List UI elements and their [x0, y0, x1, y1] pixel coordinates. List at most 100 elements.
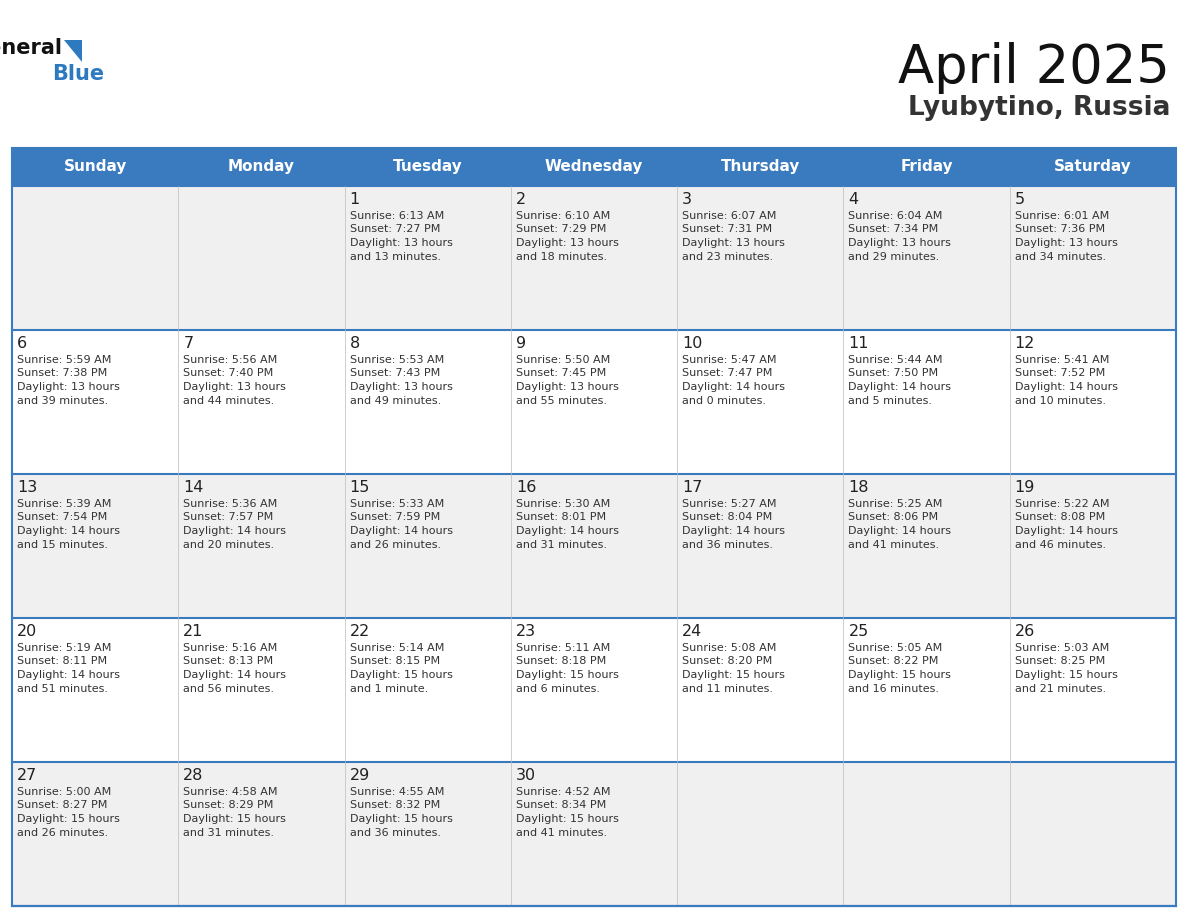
Text: Sunset: 7:38 PM: Sunset: 7:38 PM — [17, 368, 107, 378]
Text: Sunrise: 6:01 AM: Sunrise: 6:01 AM — [1015, 211, 1108, 221]
Text: Daylight: 14 hours: Daylight: 14 hours — [1015, 526, 1118, 536]
Bar — [345, 148, 511, 186]
Text: Daylight: 15 hours: Daylight: 15 hours — [516, 814, 619, 824]
Bar — [1010, 186, 1176, 330]
Text: 22: 22 — [349, 624, 369, 639]
Text: 5: 5 — [1015, 192, 1025, 207]
Text: Tuesday: Tuesday — [393, 160, 462, 174]
Bar — [843, 148, 1010, 186]
Bar — [345, 618, 511, 762]
Text: Daylight: 15 hours: Daylight: 15 hours — [1015, 670, 1118, 680]
Bar — [511, 618, 677, 762]
Bar — [12, 474, 178, 618]
Text: and 10 minutes.: and 10 minutes. — [1015, 396, 1106, 406]
Text: Sunrise: 6:10 AM: Sunrise: 6:10 AM — [516, 211, 611, 221]
Text: Sunrise: 5:05 AM: Sunrise: 5:05 AM — [848, 643, 943, 653]
Text: Daylight: 13 hours: Daylight: 13 hours — [349, 238, 453, 248]
Bar — [677, 330, 843, 474]
Text: Sunrise: 5:03 AM: Sunrise: 5:03 AM — [1015, 643, 1108, 653]
Bar — [178, 618, 345, 762]
Text: Daylight: 14 hours: Daylight: 14 hours — [848, 382, 952, 392]
Text: Thursday: Thursday — [721, 160, 800, 174]
Text: Sunrise: 5:50 AM: Sunrise: 5:50 AM — [516, 355, 611, 365]
Text: Sunrise: 6:13 AM: Sunrise: 6:13 AM — [349, 211, 444, 221]
Bar — [843, 762, 1010, 906]
Text: General: General — [0, 38, 62, 58]
Text: and 41 minutes.: and 41 minutes. — [516, 827, 607, 837]
Text: Sunset: 8:22 PM: Sunset: 8:22 PM — [848, 656, 939, 666]
Text: and 16 minutes.: and 16 minutes. — [848, 684, 940, 693]
Bar — [677, 618, 843, 762]
Text: 7: 7 — [183, 336, 194, 351]
Text: 20: 20 — [17, 624, 37, 639]
Text: Daylight: 14 hours: Daylight: 14 hours — [183, 670, 286, 680]
Text: 27: 27 — [17, 768, 37, 783]
Bar — [345, 762, 511, 906]
Text: 19: 19 — [1015, 480, 1035, 495]
Text: Sunrise: 5:16 AM: Sunrise: 5:16 AM — [183, 643, 278, 653]
Text: Daylight: 14 hours: Daylight: 14 hours — [349, 526, 453, 536]
Text: Daylight: 14 hours: Daylight: 14 hours — [848, 526, 952, 536]
Text: Sunset: 7:57 PM: Sunset: 7:57 PM — [183, 512, 273, 522]
Text: Daylight: 15 hours: Daylight: 15 hours — [349, 814, 453, 824]
Text: 2: 2 — [516, 192, 526, 207]
Bar — [12, 148, 1176, 906]
Text: and 6 minutes.: and 6 minutes. — [516, 684, 600, 693]
Bar — [178, 148, 345, 186]
Text: 13: 13 — [17, 480, 37, 495]
Text: and 31 minutes.: and 31 minutes. — [516, 540, 607, 550]
Text: Sunrise: 5:30 AM: Sunrise: 5:30 AM — [516, 499, 611, 509]
Text: Sunset: 8:32 PM: Sunset: 8:32 PM — [349, 800, 440, 811]
Text: Sunset: 7:47 PM: Sunset: 7:47 PM — [682, 368, 772, 378]
Bar — [843, 618, 1010, 762]
Text: Sunset: 7:31 PM: Sunset: 7:31 PM — [682, 225, 772, 234]
Text: Monday: Monday — [228, 160, 295, 174]
Text: Sunset: 7:34 PM: Sunset: 7:34 PM — [848, 225, 939, 234]
Text: 21: 21 — [183, 624, 203, 639]
Bar — [1010, 762, 1176, 906]
Text: Sunset: 7:54 PM: Sunset: 7:54 PM — [17, 512, 107, 522]
Bar — [677, 148, 843, 186]
Text: and 5 minutes.: and 5 minutes. — [848, 396, 933, 406]
Text: Sunrise: 6:04 AM: Sunrise: 6:04 AM — [848, 211, 943, 221]
Text: Sunrise: 5:53 AM: Sunrise: 5:53 AM — [349, 355, 444, 365]
Text: and 41 minutes.: and 41 minutes. — [848, 540, 940, 550]
Bar — [1010, 330, 1176, 474]
Text: Daylight: 13 hours: Daylight: 13 hours — [183, 382, 286, 392]
Text: Sunset: 7:43 PM: Sunset: 7:43 PM — [349, 368, 440, 378]
Text: Sunset: 8:01 PM: Sunset: 8:01 PM — [516, 512, 606, 522]
Text: and 29 minutes.: and 29 minutes. — [848, 252, 940, 262]
Text: and 56 minutes.: and 56 minutes. — [183, 684, 274, 693]
Text: and 15 minutes.: and 15 minutes. — [17, 540, 108, 550]
Text: 1: 1 — [349, 192, 360, 207]
Text: and 51 minutes.: and 51 minutes. — [17, 684, 108, 693]
Text: Sunrise: 5:59 AM: Sunrise: 5:59 AM — [17, 355, 112, 365]
Bar — [178, 330, 345, 474]
Bar — [511, 148, 677, 186]
Bar — [1010, 618, 1176, 762]
Bar — [345, 474, 511, 618]
Text: Sunrise: 5:11 AM: Sunrise: 5:11 AM — [516, 643, 611, 653]
Text: and 0 minutes.: and 0 minutes. — [682, 396, 766, 406]
Text: and 55 minutes.: and 55 minutes. — [516, 396, 607, 406]
Text: Sunset: 7:36 PM: Sunset: 7:36 PM — [1015, 225, 1105, 234]
Bar — [677, 474, 843, 618]
Text: 25: 25 — [848, 624, 868, 639]
Bar — [511, 762, 677, 906]
Bar — [12, 148, 178, 186]
Text: Sunset: 8:13 PM: Sunset: 8:13 PM — [183, 656, 273, 666]
Text: Sunrise: 5:14 AM: Sunrise: 5:14 AM — [349, 643, 444, 653]
Bar — [178, 474, 345, 618]
Text: Sunrise: 5:47 AM: Sunrise: 5:47 AM — [682, 355, 777, 365]
Text: Sunset: 8:15 PM: Sunset: 8:15 PM — [349, 656, 440, 666]
Text: Sunset: 8:29 PM: Sunset: 8:29 PM — [183, 800, 273, 811]
Text: and 49 minutes.: and 49 minutes. — [349, 396, 441, 406]
Text: 4: 4 — [848, 192, 859, 207]
Text: Sunset: 7:45 PM: Sunset: 7:45 PM — [516, 368, 606, 378]
Text: 15: 15 — [349, 480, 369, 495]
Bar — [12, 186, 178, 330]
Text: and 31 minutes.: and 31 minutes. — [183, 827, 274, 837]
Bar — [1010, 148, 1176, 186]
Text: Sunset: 7:27 PM: Sunset: 7:27 PM — [349, 225, 440, 234]
Text: Sunrise: 5:08 AM: Sunrise: 5:08 AM — [682, 643, 777, 653]
